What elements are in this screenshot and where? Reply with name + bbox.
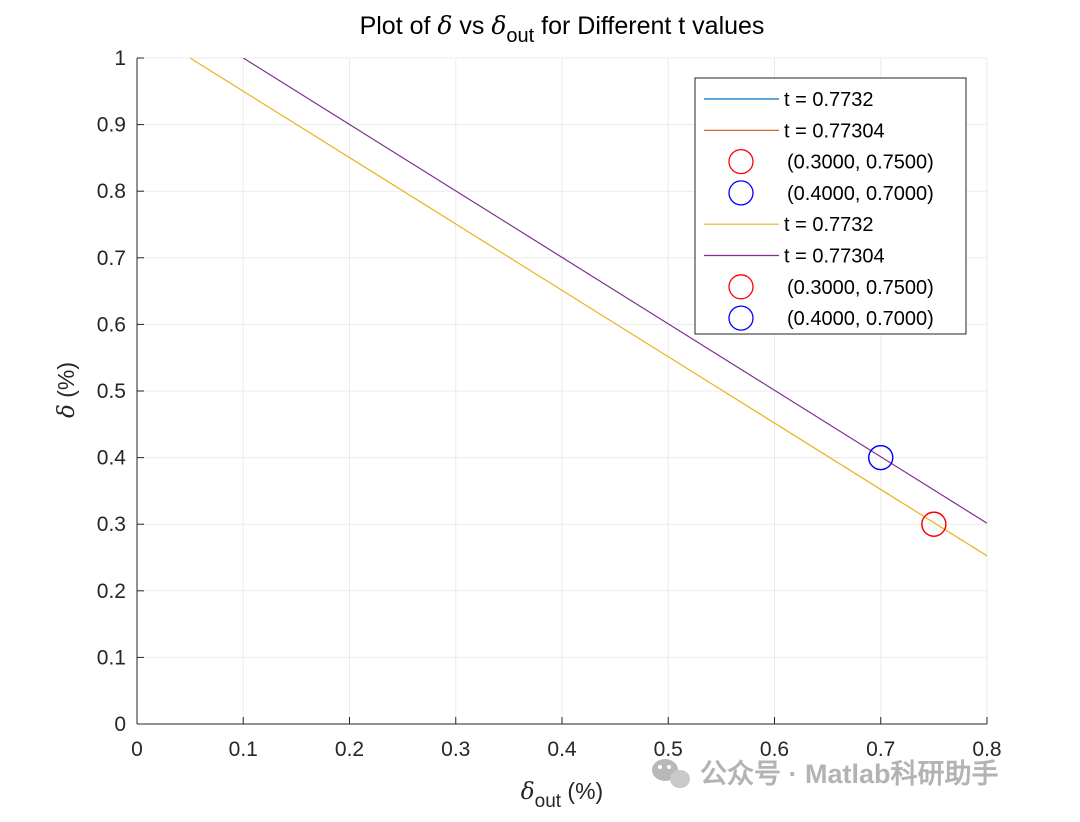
series-marker-7 xyxy=(868,444,894,471)
x-tick-label: 0.8 xyxy=(972,738,1001,761)
x-tick-label: 0.1 xyxy=(229,738,258,761)
legend-swatch-marker xyxy=(728,148,754,175)
tick-labels: 0 0.1 0.2 0.3 0.4 0.5 0.6 0.7 0.8 0 0.1 0.2 0.3 0.4 0.… xyxy=(97,47,1002,761)
legend-swatch-marker xyxy=(728,180,754,206)
x-axis-label: δout (%) xyxy=(521,778,603,812)
y-tick-label: 0.9 xyxy=(97,114,126,137)
series-marker-6 xyxy=(921,511,947,537)
series-line-5 xyxy=(242,58,987,524)
x-tick-label: 0.4 xyxy=(547,738,577,761)
legend-entry-label: t = 0.77304 xyxy=(784,120,885,142)
x-tick-label: 0.2 xyxy=(335,738,364,761)
y-tick-label: 0 xyxy=(114,713,126,736)
x-tick-label: 0.5 xyxy=(654,738,683,761)
watermark: 公众号 · Matlab科研助手 xyxy=(652,759,999,789)
axes xyxy=(136,57,988,725)
watermark-text: 公众号 · Matlab科研助手 xyxy=(700,759,999,789)
legend-entry-label: (0.3000, 0.7500) xyxy=(787,152,934,174)
y-tick-label: 0.4 xyxy=(97,447,127,470)
legend-entry-label: (0.4000, 0.7000) xyxy=(787,308,934,330)
y-tick-label: 1 xyxy=(114,47,126,70)
x-tick-label: 0 xyxy=(131,738,143,761)
legend-box xyxy=(694,77,967,335)
wechat-icon xyxy=(652,759,690,788)
y-tick-label: 0.2 xyxy=(97,580,126,603)
series-line-4 xyxy=(189,58,987,557)
plot-area xyxy=(189,58,987,557)
y-tick-label: 0.6 xyxy=(97,313,126,336)
y-tick-label: 0.1 xyxy=(97,646,126,669)
y-tick-label: 0.8 xyxy=(97,180,126,203)
legend-swatch-marker xyxy=(728,274,754,300)
x-tick-label: 0.7 xyxy=(866,738,895,761)
legend-entry-label: t = 0.7732 xyxy=(784,214,874,236)
legend: t = 0.7732 t = 0.77304 (0.3000, 0.7500) (0.… xyxy=(694,77,967,335)
y-axis-label: δ (%) xyxy=(53,362,80,418)
legend-entry-label: (0.4000, 0.7000) xyxy=(787,183,934,205)
legend-entry-label: t = 0.77304 xyxy=(784,246,885,268)
legend-swatch-marker xyxy=(728,305,754,331)
chart-title: Plot of δ vs δout for Different t values xyxy=(360,11,765,47)
legend-entry-label: (0.3000, 0.7500) xyxy=(787,277,934,299)
x-tick-label: 0.3 xyxy=(441,738,470,761)
y-tick-label: 0.7 xyxy=(97,247,126,270)
y-tick-label: 0.5 xyxy=(97,380,126,403)
x-tick-label: 0.6 xyxy=(760,738,789,761)
legend-entry-label: t = 0.7732 xyxy=(784,89,874,111)
y-tick-label: 0.3 xyxy=(97,513,126,536)
